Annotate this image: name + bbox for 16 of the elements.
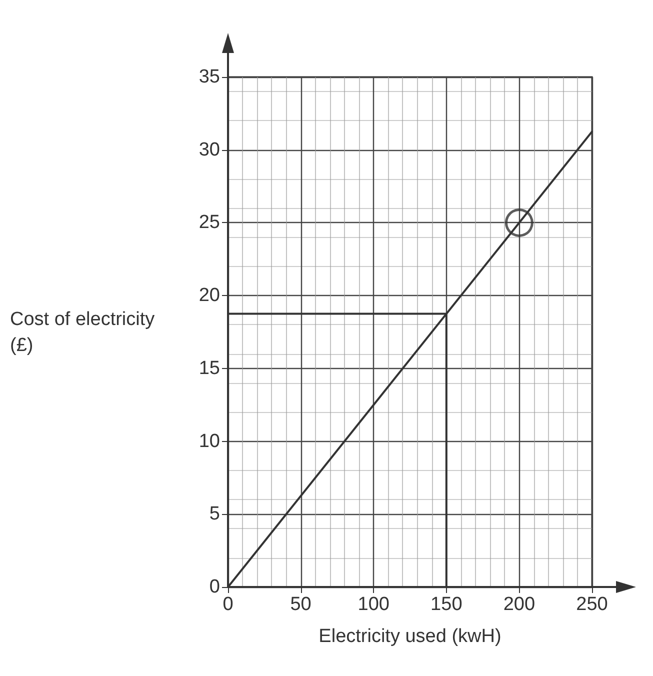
y-tick-label: 0 bbox=[209, 576, 220, 598]
y-tick-label: 30 bbox=[198, 139, 220, 160]
y-tick-label: 25 bbox=[198, 212, 220, 234]
y-tick-label: 5 bbox=[209, 504, 220, 525]
y-tick-label: 10 bbox=[198, 430, 220, 452]
x-tick-label: 150 bbox=[430, 594, 462, 615]
y-axis-title: Cost of electricity (£) bbox=[10, 308, 156, 358]
y-tick-label: 15 bbox=[198, 358, 220, 379]
x-tick-label: 100 bbox=[358, 594, 390, 615]
y-tick-label: 20 bbox=[198, 285, 220, 306]
x-tick-label: 50 bbox=[290, 594, 312, 615]
y-tick-label: 35 bbox=[198, 66, 220, 88]
x-tick-label: 250 bbox=[576, 594, 608, 615]
x-tick-label: 0 bbox=[222, 594, 234, 615]
x-axis-title: Electricity used (kwH) bbox=[318, 626, 502, 647]
x-tick-label: 200 bbox=[503, 594, 536, 615]
